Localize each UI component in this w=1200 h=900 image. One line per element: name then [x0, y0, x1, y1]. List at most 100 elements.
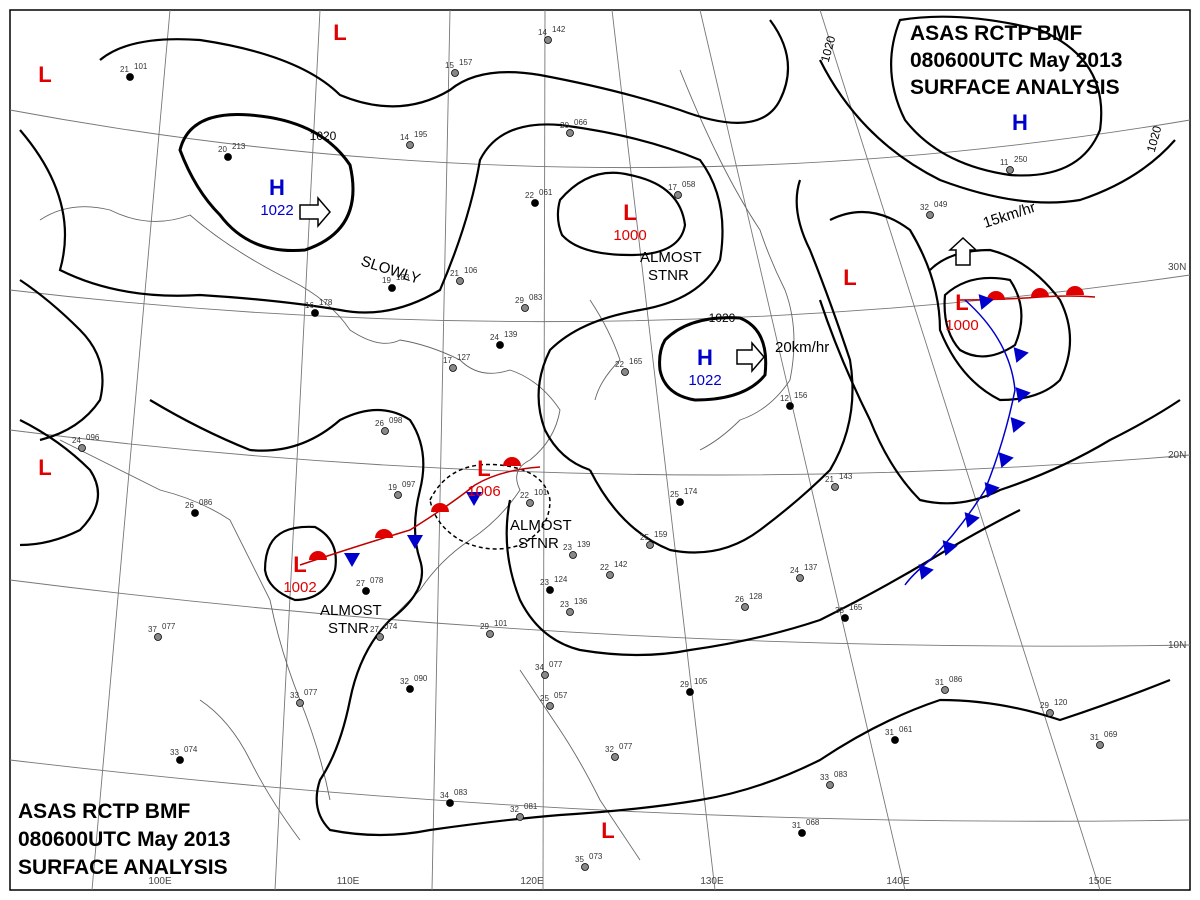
station-temp: 33 — [290, 691, 299, 700]
station-plot: 26 086 — [185, 498, 213, 517]
header-bottom-line1: ASAS RCTP BMF — [18, 800, 190, 823]
station-pressure: 165 — [849, 603, 863, 612]
station-temp: 35 — [575, 855, 584, 864]
warm-front-mark — [1066, 286, 1084, 295]
isobar-east-2 — [819, 59, 1176, 204]
station-circle — [362, 587, 370, 595]
station-temp: 21 — [120, 65, 129, 74]
parallel-30n — [9, 274, 1191, 323]
station-plot: 24 096 — [72, 433, 100, 452]
station-pressure: 128 — [749, 592, 763, 601]
station-temp: 37 — [148, 625, 157, 634]
station-temp: 24 — [72, 436, 81, 445]
low-center-2: L — [38, 62, 51, 87]
isobar-ring-l3 — [263, 525, 337, 602]
station-circle — [531, 199, 539, 207]
meridian-120e — [542, 9, 546, 891]
station-circle — [941, 686, 949, 694]
high-center-9: H — [1012, 110, 1028, 135]
coast-korea — [589, 299, 621, 401]
station-pressure: 057 — [554, 691, 568, 700]
front-line-cold-east — [904, 299, 1016, 586]
station-temp: 23 — [563, 543, 572, 552]
coast-indochina — [59, 439, 331, 801]
station-temp: 32 — [605, 745, 614, 754]
header-bottom: ASAS RCTP BMF 080600UTC May 2013 SURFACE… — [18, 800, 230, 879]
station-circle — [191, 509, 199, 517]
station-circle — [406, 685, 414, 693]
pressure-centers: L L L H 1022 L 1000 H 1022 L L 1000 H L 1006 L 1002 L — [38, 20, 1028, 843]
isobar-ring-h1 — [178, 112, 355, 253]
warm-front-mark — [375, 529, 393, 538]
station-pressure: 074 — [184, 745, 198, 754]
station-circle — [451, 69, 459, 77]
station-temp: 29 — [680, 680, 689, 689]
motion-arrows — [299, 195, 978, 374]
station-plot: 33 077 — [290, 688, 318, 707]
station-plot: 16 178 — [305, 298, 333, 317]
station-circle — [566, 608, 574, 616]
station-plot: 31 061 — [885, 725, 913, 744]
warm-front-mark — [503, 457, 521, 466]
station-circle — [606, 571, 614, 579]
station-plot: 22 101 — [520, 488, 548, 507]
station-plot: 27 078 — [356, 576, 384, 595]
station-pressure: 142 — [614, 560, 628, 569]
station-circle — [546, 702, 554, 710]
cold-front-mark — [344, 553, 360, 567]
station-temp: 23 — [540, 578, 549, 587]
parallel-10n — [9, 579, 1191, 647]
pressure-value-10: 1006 — [467, 483, 500, 500]
low-center-5: L — [623, 200, 636, 225]
station-temp: 26 — [185, 501, 194, 510]
map-frame — [9, 9, 1191, 891]
station-plot: 26 098 — [375, 416, 403, 435]
station-circle — [676, 498, 684, 506]
warm-front-mark — [1031, 288, 1049, 297]
station-plot: 29 120 — [1040, 698, 1068, 717]
station-temp: 26 — [735, 595, 744, 604]
motion-label-3: 20km/hr — [775, 339, 829, 356]
warm-front-marks — [309, 286, 1084, 560]
lon-label-140E: 140E — [886, 876, 910, 887]
station-pressure: 077 — [162, 622, 176, 631]
station-plot: 11 250 — [1000, 155, 1028, 174]
station-circle — [786, 402, 794, 410]
cold-front-mark — [942, 540, 958, 556]
station-pressure: 101 — [534, 488, 548, 497]
isobar-mid — [19, 123, 724, 472]
station-pressure: 120 — [1054, 698, 1068, 707]
meridian-150e — [819, 9, 1101, 891]
station-temp: 25 — [540, 694, 549, 703]
station-pressure: 077 — [549, 660, 563, 669]
station-circle — [541, 671, 549, 679]
station-temp: 22 — [520, 491, 529, 500]
station-temp: 20 — [560, 121, 569, 130]
station-circle — [1006, 166, 1014, 174]
station-temp: 29 — [480, 622, 489, 631]
station-pressure: 066 — [574, 118, 588, 127]
station-circle — [388, 284, 396, 292]
station-plot: 33 083 — [820, 770, 848, 789]
station-plot: 17 127 — [443, 353, 471, 372]
station-temp: 32 — [400, 677, 409, 686]
station-pressure: 127 — [457, 353, 471, 362]
low-center-8: L — [955, 290, 968, 315]
station-pressure: 097 — [402, 480, 416, 489]
station-plot: 31 086 — [935, 675, 963, 694]
station-pressure: 136 — [574, 597, 588, 606]
isobar-label-4: 1020 — [1144, 124, 1165, 154]
station-plot: 21 106 — [450, 266, 478, 285]
isobar-ring-h2 — [658, 316, 768, 402]
cold-front-mark — [1013, 347, 1029, 363]
cold-front-mark — [964, 512, 980, 528]
coordinate-labels: 100E 110E 120E 130E 140E 150E 30N 20N 10N — [148, 262, 1186, 887]
station-plot: 29 101 — [480, 619, 508, 638]
station-temp: 17 — [443, 356, 452, 365]
header-top: ASAS RCTP BMF 080600UTC May 2013 SURFACE… — [910, 22, 1122, 99]
lat-label-10N: 10N — [1168, 640, 1186, 651]
station-plot: 34 077 — [535, 660, 563, 679]
station-pressure: 081 — [524, 802, 538, 811]
lat-label-20N: 20N — [1168, 450, 1186, 461]
isobar-label-2: 1020 — [709, 311, 736, 325]
